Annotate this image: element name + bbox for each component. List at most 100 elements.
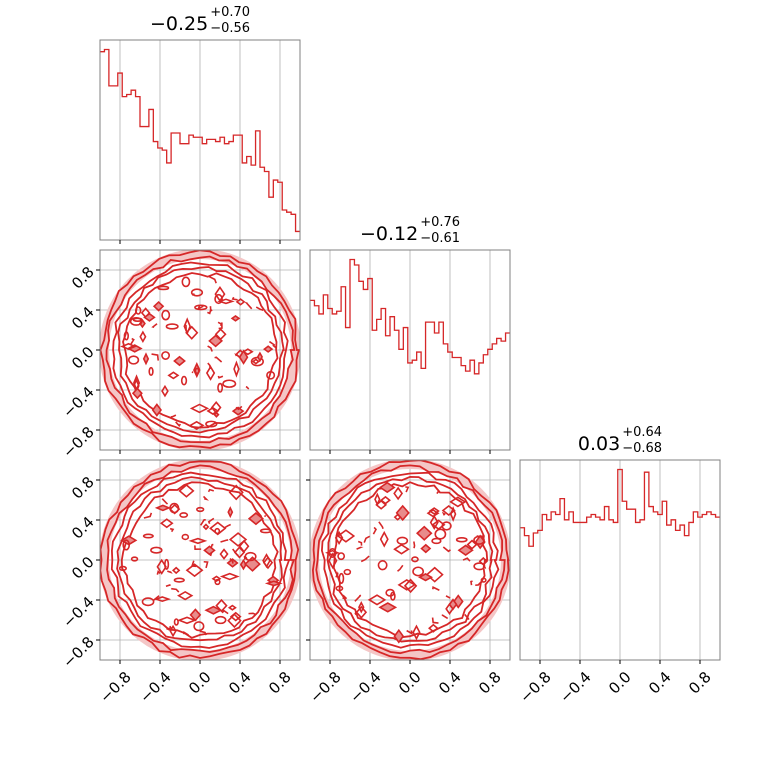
- density-loop-contour: [266, 370, 276, 380]
- x-tick-label: 0.4: [225, 668, 255, 698]
- density-blob-contour: [153, 596, 172, 603]
- density-blob-contour: [466, 539, 478, 550]
- panel-title: 0.03+0.64−0.68: [578, 425, 662, 456]
- density-line-contour: [209, 306, 213, 312]
- density-blob-contour: [358, 600, 365, 614]
- density-loop-contour: [431, 537, 442, 545]
- density-blob-contour: [241, 348, 254, 356]
- density-blob-contour: [228, 532, 248, 547]
- density-line-contour: [432, 586, 440, 591]
- density-blob-contour: [262, 556, 274, 570]
- density-blob-contour: [188, 537, 208, 545]
- density-blob-contour: [474, 534, 486, 550]
- histogram-panel-1: −0.25+0.70−0.56: [99, 5, 301, 244]
- density-blob-contour: [205, 365, 216, 381]
- density-loop-contour: [217, 382, 224, 393]
- density-line-contour: [441, 511, 446, 516]
- density-line-contour: [156, 570, 161, 575]
- density-loop-contour: [135, 306, 142, 315]
- density-blob-contour: [264, 580, 283, 587]
- density-loop-contour: [214, 578, 221, 586]
- density-line-contour: [190, 560, 197, 568]
- x-tick-label: 0.8: [265, 668, 295, 698]
- density-loop-contour: [337, 552, 346, 561]
- density-blob-contour: [429, 514, 439, 530]
- density-blob-contour: [142, 352, 150, 366]
- density-loop-contour: [173, 577, 185, 583]
- density-ring-contour: [110, 471, 291, 649]
- density-blob-contour: [325, 549, 340, 556]
- density-line-contour: [229, 557, 234, 564]
- density-loop-contour: [455, 536, 468, 543]
- density-loop-contour: [343, 568, 352, 576]
- density-blob-contour: [219, 548, 229, 560]
- density-line-contour: [406, 629, 413, 635]
- density-blob-contour: [189, 403, 210, 414]
- density-blob-contour: [171, 566, 181, 575]
- title-plus: +0.70: [210, 5, 250, 20]
- x-tick-label: −0.8: [306, 668, 344, 706]
- density-blob-contour: [263, 345, 274, 353]
- density-blob-contour: [214, 286, 226, 303]
- density-loop-contour: [179, 512, 189, 518]
- density-blob-contour: [169, 624, 177, 638]
- density-loop-contour: [328, 548, 337, 558]
- density-blob-contour: [449, 506, 457, 523]
- density-line-contour: [445, 595, 451, 599]
- y-tick-label: −0.4: [59, 383, 97, 421]
- density-loop-contour: [441, 521, 452, 531]
- density-blob-contour: [393, 628, 405, 644]
- density-blob-contour: [375, 499, 388, 510]
- density-line-contour: [143, 512, 153, 519]
- density-line-contour: [217, 375, 224, 379]
- y-tick-label: 0.0: [68, 343, 98, 373]
- density-blob-contour: [374, 492, 381, 507]
- density-line-contour: [357, 540, 363, 546]
- density-loop-contour: [128, 355, 140, 365]
- density-blob-contour: [478, 556, 488, 566]
- density-blob-contour: [420, 543, 432, 554]
- histogram-panel-2: −0.12+0.76−0.61: [309, 215, 511, 454]
- density-loop-contour: [181, 533, 190, 541]
- density-blob-contour: [229, 611, 242, 622]
- density-line-contour: [224, 523, 232, 529]
- density-contours: [100, 460, 300, 660]
- density-blob-contour: [120, 342, 137, 350]
- density-loop-contour: [129, 317, 143, 326]
- density-line-contour: [207, 345, 213, 352]
- density-line-contour: [342, 594, 348, 600]
- x-tick-label: 0.4: [435, 668, 465, 698]
- density-blob-contour: [219, 572, 240, 581]
- density-blob-contour: [395, 504, 410, 522]
- density-blob-contour: [143, 312, 156, 322]
- density-line-contour: [170, 414, 177, 418]
- density-blob-contour: [334, 530, 344, 545]
- y-tick-label: −0.4: [59, 593, 97, 631]
- density-blob-contour: [418, 573, 434, 582]
- density-line-contour: [151, 353, 160, 361]
- density-loop-contour: [173, 618, 179, 626]
- density-blob-contour: [378, 602, 398, 613]
- density-ring-contour: [320, 471, 500, 649]
- density-loop-contour: [142, 533, 154, 539]
- density-loop-contour: [150, 546, 163, 554]
- x-tick-label: −0.8: [96, 668, 134, 706]
- density-blob-contour: [202, 523, 210, 531]
- density-blob-contour: [379, 530, 389, 548]
- density-loop-contour: [377, 560, 388, 571]
- x-tick-label: −0.8: [516, 668, 554, 706]
- density-blob-contour: [210, 401, 222, 415]
- density-blob-contour: [416, 525, 433, 541]
- x-tick-label: −0.4: [346, 668, 384, 706]
- density-ring-contour: [112, 261, 289, 439]
- title-plus: +0.76: [420, 215, 460, 230]
- density-blob-contour: [151, 403, 162, 417]
- density-loop-contour: [180, 375, 188, 386]
- density-loop-contour: [396, 536, 409, 545]
- density-blob-contour: [189, 608, 202, 622]
- density-line-contour: [207, 362, 212, 370]
- histogram-step-line: [520, 468, 720, 547]
- density-line-contour: [335, 571, 339, 578]
- density-blob-contour: [139, 330, 147, 343]
- density-line-contour: [171, 587, 180, 593]
